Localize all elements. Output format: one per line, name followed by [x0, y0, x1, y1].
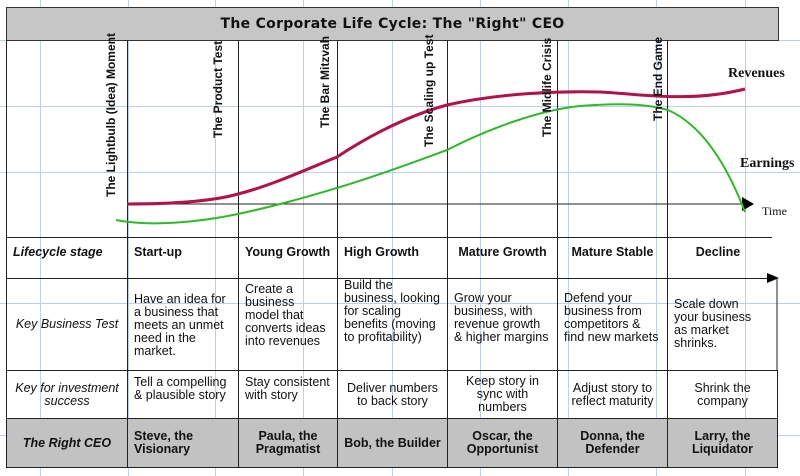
- grid-line: [392, 0, 393, 476]
- ceo-mature-stable: Donna, the Defender: [580, 429, 645, 456]
- milestone-bar-mitzvah: The Bar Mitzvah: [318, 35, 332, 128]
- ceo-high-growth: Bob, the Builder: [344, 435, 441, 450]
- ceo-decline: Larry, the Liquidator: [691, 429, 754, 456]
- stage-mature-stable: Mature Stable: [571, 245, 654, 259]
- investment-decline: Shrink the company: [694, 380, 751, 408]
- column-divider: [238, 419, 239, 467]
- stage-decline: Decline: [695, 245, 741, 259]
- column-divider: [667, 40, 668, 468]
- test-young-growth: Create a business model that converts id…: [245, 282, 326, 348]
- column-divider: [447, 419, 448, 467]
- column-divider: [447, 40, 448, 468]
- right-ceo-row-background: [7, 419, 777, 467]
- milestone-midlife-crisis: The Midlife Crisis: [540, 37, 554, 137]
- time-axis-arrow-icon: [742, 197, 754, 211]
- test-mature-growth: Grow your business, with revenue growth …: [454, 291, 549, 344]
- key-business-test-header: Key Business Test: [15, 317, 119, 331]
- stage-young-growth: Young Growth: [245, 245, 331, 259]
- column-divider: [337, 419, 338, 467]
- row-divider: [6, 418, 778, 419]
- revenues-label: Revenues: [728, 66, 785, 81]
- time-label: Time: [762, 204, 787, 218]
- milestone-scaling-up-test: The Scaling up Test: [422, 34, 436, 147]
- ceo-startup: Steve, the Visionary: [134, 429, 194, 456]
- stage-arrow-icon: [767, 273, 779, 283]
- frame-left-border: [6, 40, 7, 468]
- grid-line: [128, 0, 129, 476]
- stage-mature-growth: Mature Growth: [458, 245, 547, 259]
- investment-young-growth: Stay consistent with story: [245, 375, 330, 402]
- row-divider: [6, 370, 778, 371]
- diagram-title: The Corporate Life Cycle: The "Right" CE…: [6, 7, 779, 41]
- earnings-curve: [115, 103, 746, 225]
- earnings-label: Earnings: [740, 156, 795, 171]
- milestone-lightbulb: The Lightbulb (Idea) Moment: [104, 33, 118, 197]
- column-divider: [667, 419, 668, 467]
- grid-line: [215, 0, 216, 476]
- grid-line: [568, 0, 569, 476]
- column-divider: [557, 419, 558, 467]
- grid-line: [40, 0, 41, 476]
- investment-high-growth: Deliver numbers to back story: [346, 380, 438, 408]
- investment-startup: Tell a compelling & plausible story: [134, 375, 227, 402]
- row-divider: [6, 237, 772, 238]
- investment-mature-stable: Adjust story to reflect maturity: [571, 380, 654, 408]
- frame-right-border: [777, 370, 778, 468]
- grid-line: [656, 0, 657, 476]
- stage-high-growth: High Growth: [344, 245, 419, 259]
- row-divider: [6, 278, 772, 279]
- ceo-mature-growth: Oscar, the Opportunist: [466, 429, 539, 456]
- investment-success-header: Key for investment success: [15, 380, 119, 408]
- test-high-growth: Build the business, looking for scaling …: [344, 278, 440, 344]
- grid-line: [745, 0, 746, 476]
- grid-line: [0, 106, 800, 107]
- column-divider: [337, 40, 338, 468]
- column-divider: [557, 40, 558, 468]
- test-startup: Have an idea for a business that meets a…: [134, 292, 226, 358]
- column-divider: [127, 40, 128, 468]
- grid-line: [0, 172, 800, 173]
- grid-line: [0, 303, 800, 304]
- test-mature-stable: Defend your business from competitors & …: [564, 291, 659, 344]
- row-divider: [6, 467, 778, 468]
- milestone-end-game: The End Game: [651, 36, 665, 121]
- test-decline: Scale down your business as market shrin…: [674, 297, 752, 350]
- grid-line: [480, 0, 481, 476]
- ceo-young-growth: Paula, the Pragmatist: [255, 429, 321, 456]
- lifecycle-stage-header: Lifecycle stage: [13, 245, 103, 259]
- column-divider: [238, 40, 239, 468]
- stage-startup: Start-up: [134, 245, 182, 259]
- column-divider: [127, 419, 128, 467]
- milestone-product-test: The Product Test: [211, 40, 225, 138]
- investment-mature-growth: Keep story in sync with numbers: [466, 374, 539, 414]
- grid-line: [303, 0, 304, 476]
- right-ceo-header: The Right CEO: [22, 435, 112, 450]
- revenues-curve: [126, 87, 746, 206]
